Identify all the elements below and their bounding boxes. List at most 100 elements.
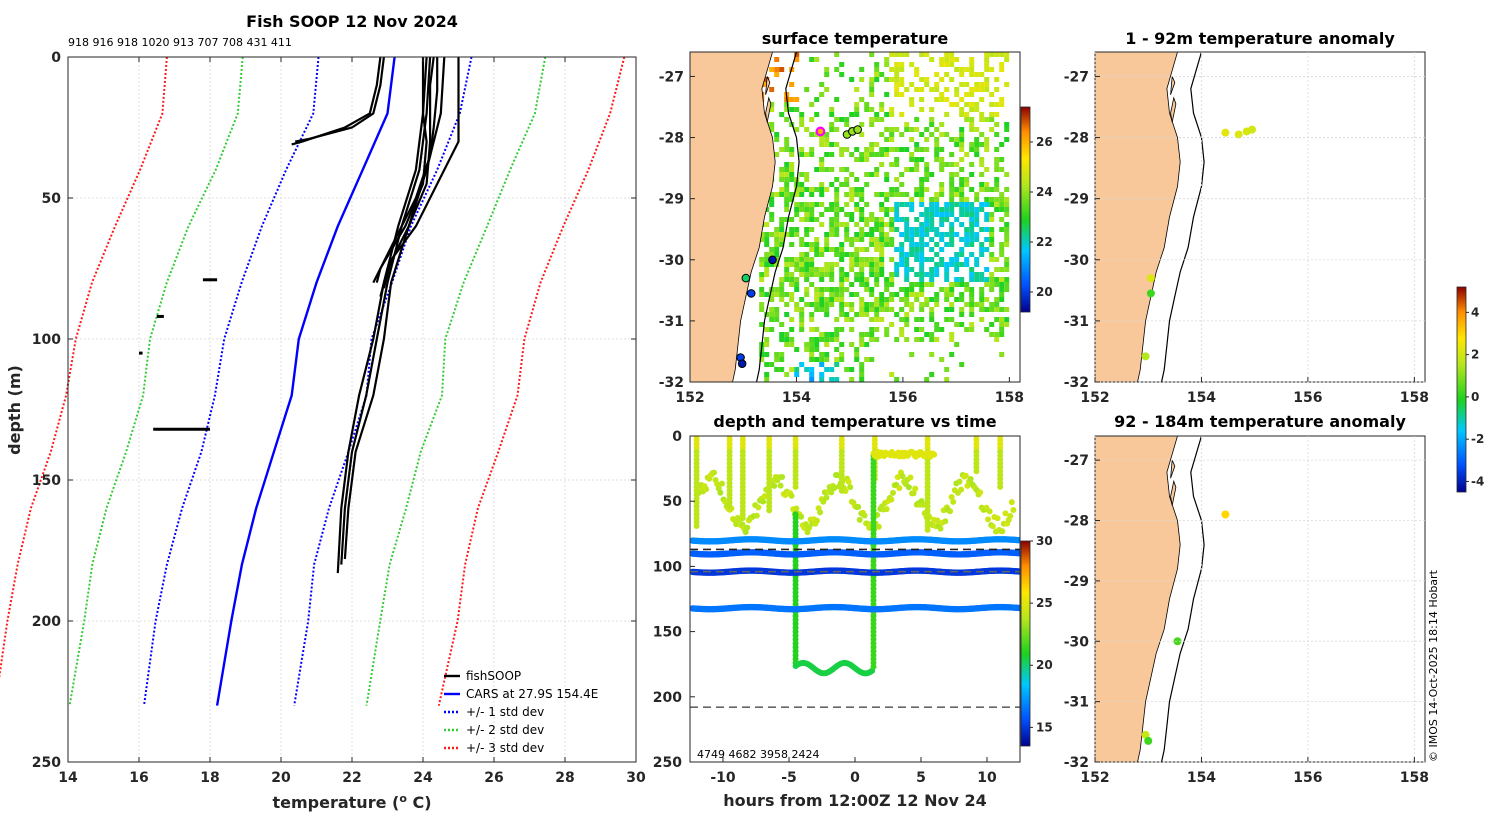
sst-pixel bbox=[989, 277, 995, 282]
std-dev-3-line bbox=[0, 56, 168, 679]
sst-pixel bbox=[969, 127, 975, 132]
anomaly-point bbox=[1234, 130, 1243, 139]
sst-pixel bbox=[969, 212, 975, 217]
sst-pixel bbox=[834, 227, 840, 232]
sst-pixel bbox=[964, 92, 970, 97]
sst-pixel bbox=[909, 247, 915, 252]
sst-pixel bbox=[924, 147, 930, 152]
sst-pixel bbox=[999, 242, 1005, 247]
time-ytick-label: 200 bbox=[653, 690, 682, 706]
sst-pixel bbox=[819, 82, 825, 87]
sst-pixel bbox=[914, 147, 920, 152]
sst-pixel bbox=[949, 287, 955, 292]
map-xtick-label: 154 bbox=[782, 390, 811, 406]
sst-pixel bbox=[934, 207, 940, 212]
sst-pixel bbox=[854, 357, 860, 362]
sst-pixel bbox=[984, 277, 990, 282]
sst-pixel bbox=[804, 257, 810, 262]
sst-pixel bbox=[854, 292, 860, 297]
sst-pixel bbox=[969, 277, 975, 282]
sst-pixel bbox=[829, 182, 835, 187]
sst-pixel bbox=[974, 222, 980, 227]
sst-pixel bbox=[764, 252, 770, 257]
sst-pixel bbox=[834, 362, 840, 367]
time-ytick-label: 50 bbox=[663, 494, 683, 510]
sst-pixel bbox=[779, 292, 785, 297]
sst-pixel bbox=[784, 102, 790, 107]
sst-pixel bbox=[889, 222, 895, 227]
sst-pixel bbox=[924, 172, 930, 177]
sst-pixel bbox=[759, 277, 765, 282]
sst-pixel bbox=[929, 172, 935, 177]
depth-time-panel: depth and temperature vs time -10 -5 0 5 100… bbox=[653, 412, 1053, 810]
sst-pixel bbox=[919, 232, 925, 237]
sst-pixel bbox=[894, 72, 900, 77]
sst-pixel bbox=[814, 297, 820, 302]
sst-pixel bbox=[969, 217, 975, 222]
sst-pixel bbox=[999, 207, 1005, 212]
sst-pixel bbox=[914, 242, 920, 247]
sst-pixel bbox=[919, 182, 925, 187]
sst-pixel bbox=[934, 337, 940, 342]
sst-pixel bbox=[879, 257, 885, 262]
sst-pixel bbox=[884, 287, 890, 292]
sst-pixel bbox=[824, 307, 830, 312]
map-xtick-label: 152 bbox=[1080, 390, 1109, 406]
sst-pixel bbox=[764, 292, 770, 297]
sst-pixel bbox=[809, 262, 815, 267]
sst-pixel bbox=[999, 197, 1005, 202]
sst-pixel bbox=[954, 217, 960, 222]
sst-pixel bbox=[859, 262, 865, 267]
sst-pixel bbox=[914, 67, 920, 72]
sst-pixel bbox=[794, 372, 800, 377]
sst-pixel bbox=[984, 217, 990, 222]
sst-pixel bbox=[869, 292, 875, 297]
sst-pixel bbox=[949, 317, 955, 322]
sst-pixel bbox=[884, 172, 890, 177]
sst-pixel bbox=[799, 182, 805, 187]
sst-pixel bbox=[889, 187, 895, 192]
sst-pixel bbox=[919, 302, 925, 307]
map-ytick-label: -29 bbox=[1064, 574, 1089, 590]
sst-pixel bbox=[879, 192, 885, 197]
sst-pixel bbox=[799, 242, 805, 247]
sst-pixel bbox=[814, 267, 820, 272]
sst-pixel bbox=[824, 342, 830, 347]
sst-pixel bbox=[879, 252, 885, 257]
sst-pixel bbox=[839, 287, 845, 292]
dive-trace-point bbox=[838, 487, 845, 494]
sst-pixel bbox=[969, 307, 975, 312]
surface-dive-point bbox=[760, 498, 767, 505]
sst-pixel bbox=[984, 282, 990, 287]
sst-pixel bbox=[944, 162, 950, 167]
sst-pixel bbox=[809, 267, 815, 272]
sst-pixel bbox=[819, 272, 825, 277]
sst-pixel bbox=[864, 147, 870, 152]
sst-pixel bbox=[834, 207, 840, 212]
sst-pixel bbox=[769, 127, 775, 132]
sst-pixel bbox=[849, 192, 855, 197]
sst-pixel bbox=[814, 342, 820, 347]
sst-pixel bbox=[839, 247, 845, 252]
sst-pixel bbox=[994, 112, 1000, 117]
sst-pixel bbox=[884, 212, 890, 217]
sst-pixel bbox=[814, 357, 820, 362]
sst-pixel bbox=[814, 337, 820, 342]
sst-pixel bbox=[989, 282, 995, 287]
sst-pixel bbox=[894, 192, 900, 197]
sst-pixel bbox=[804, 367, 810, 372]
sst-pixel bbox=[769, 312, 775, 317]
sst-pixel bbox=[994, 157, 1000, 162]
sst-pixel bbox=[789, 192, 795, 197]
sst-pixel bbox=[934, 267, 940, 272]
sst-pixel bbox=[764, 327, 770, 332]
sst-pixel bbox=[834, 52, 840, 57]
sst-pixel bbox=[874, 317, 880, 322]
sst-pixel bbox=[819, 277, 825, 282]
sst-pixel bbox=[769, 102, 775, 107]
island bbox=[1170, 479, 1177, 506]
sst-pixel bbox=[799, 267, 805, 272]
sst-pixel bbox=[864, 222, 870, 227]
sst-pixel bbox=[1004, 242, 1010, 247]
sst-pixel bbox=[824, 167, 830, 172]
